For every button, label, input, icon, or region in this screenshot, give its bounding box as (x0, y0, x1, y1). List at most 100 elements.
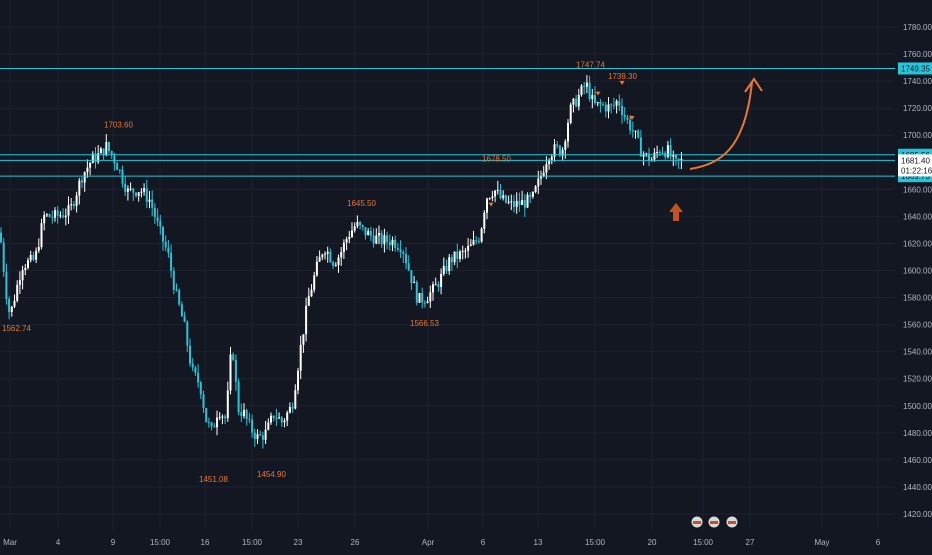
candle-body-175 (472, 240, 475, 245)
time-axis[interactable]: Mar 4 9 15:00 16 15:00 23 26 Apr 6 13 15:00 20 15:00 2… (3, 538, 881, 547)
price-axis[interactable]: 1420.00 1440.00 1460.00 1480.00 1500.00 1520.… (898, 23, 932, 519)
candle-body-134 (361, 225, 364, 227)
drawings[interactable] (669, 77, 763, 221)
candle-body-248 (669, 145, 672, 157)
candle-body-192 (518, 200, 521, 205)
forecast-curve (689, 81, 753, 170)
candle-body-88 (237, 381, 240, 413)
forecast-curve-arrowhead (744, 77, 763, 93)
candle-body-177 (477, 240, 480, 242)
candle-body-131 (353, 226, 356, 231)
horizontal-lines[interactable] (0, 67, 895, 177)
candle-body-229 (618, 101, 621, 106)
candle-body-182 (491, 196, 494, 199)
candle-body-129 (348, 236, 351, 240)
candle-body-91 (245, 409, 248, 419)
candle-body-0 (0, 232, 2, 243)
x-tick-label-13: 15:00 (693, 538, 714, 547)
candle-body-202 (545, 163, 548, 173)
y-tick-label-6: 1540.00 (903, 348, 932, 357)
y-tick-label-1: 1440.00 (903, 483, 932, 492)
y-tick-label-2: 1460.00 (903, 456, 932, 465)
candle-body-50 (135, 192, 137, 196)
x-tick-label-14: 27 (746, 538, 755, 547)
candle-body-212 (572, 98, 575, 105)
candle-body-83 (224, 416, 227, 419)
annotation-4: 1645.50 (347, 199, 376, 208)
candle-body-195 (526, 194, 529, 208)
candle-body-145 (391, 239, 394, 246)
y-tick-label-10: 1620.00 (903, 239, 932, 248)
candle-body-46 (124, 183, 127, 192)
candle-body-213 (575, 98, 578, 107)
y-tick-label-11: 1640.00 (903, 212, 932, 221)
candle-body-24 (64, 215, 67, 218)
candle-body-207 (558, 145, 561, 156)
candle-body-7 (18, 280, 21, 285)
x-tick-label-1: 4 (56, 538, 61, 547)
candle-body-161 (434, 284, 437, 286)
candle-body-240 (648, 153, 650, 162)
candle-body-172 (464, 250, 467, 252)
candle-body-249 (672, 155, 675, 157)
candle-body-142 (383, 235, 386, 245)
candle-body-209 (564, 141, 567, 150)
y-tick-label-14: 1700.00 (903, 131, 932, 140)
y-tick-label-15: 1720.00 (903, 104, 932, 113)
candle-body-137 (369, 231, 372, 236)
candle-body-226 (610, 104, 613, 106)
event-markers[interactable] (690, 515, 739, 529)
candle-body-79 (213, 426, 216, 428)
candle-body-156 (421, 293, 424, 303)
candle-body-38 (102, 148, 105, 155)
candle-body-118 (318, 257, 321, 262)
candle-body-74 (199, 382, 202, 395)
candle-body-68 (183, 316, 186, 322)
candle-body-3 (8, 299, 11, 312)
candle-body-179 (483, 212, 486, 229)
candle-body-106 (286, 412, 289, 421)
candle-body-32 (86, 167, 89, 173)
candle-body-210 (567, 122, 569, 142)
candle-body-166 (448, 257, 451, 272)
candle-body-160 (432, 284, 434, 293)
candle-body-86 (232, 354, 235, 360)
candle-body-238 (642, 154, 645, 157)
candles (0, 75, 683, 449)
candle-body-198 (534, 186, 537, 193)
candle-body-140 (378, 233, 380, 236)
candle-body-9 (24, 267, 27, 270)
candle-body-55 (148, 199, 151, 202)
candle-body-40 (108, 142, 110, 151)
candle-body-2 (5, 271, 8, 300)
candle-body-164 (442, 265, 445, 274)
candle-body-119 (321, 254, 324, 258)
line-badge-0: 1749.35 (901, 64, 930, 73)
y-tick-label-3: 1480.00 (903, 429, 932, 438)
candle-body-47 (126, 188, 129, 192)
up-arrow-icon (669, 203, 683, 221)
candle-body-157 (423, 302, 426, 304)
candle-body-211 (569, 104, 572, 123)
x-tick-label-8: Apr (422, 538, 435, 547)
candle-body-109 (294, 390, 297, 409)
x-tick-label-2: 9 (111, 538, 116, 547)
candle-body-29 (78, 180, 81, 196)
signal-marker-1 (629, 115, 635, 120)
candle-body-185 (499, 189, 502, 199)
candle-body-158 (426, 301, 429, 304)
event-icon-flag-2 (728, 521, 736, 524)
x-tick-label-15: May (814, 538, 829, 547)
candle-body-174 (469, 244, 472, 246)
candle-body-96 (259, 434, 262, 436)
candle-body-69 (186, 321, 189, 346)
candle-body-188 (507, 201, 510, 203)
candle-body-133 (359, 221, 362, 226)
candle-body-244 (658, 152, 661, 154)
candle-body-183 (494, 190, 497, 197)
candle-body-89 (240, 412, 243, 417)
y-tick-label-8: 1580.00 (903, 294, 932, 303)
candle-body-39 (105, 142, 108, 155)
